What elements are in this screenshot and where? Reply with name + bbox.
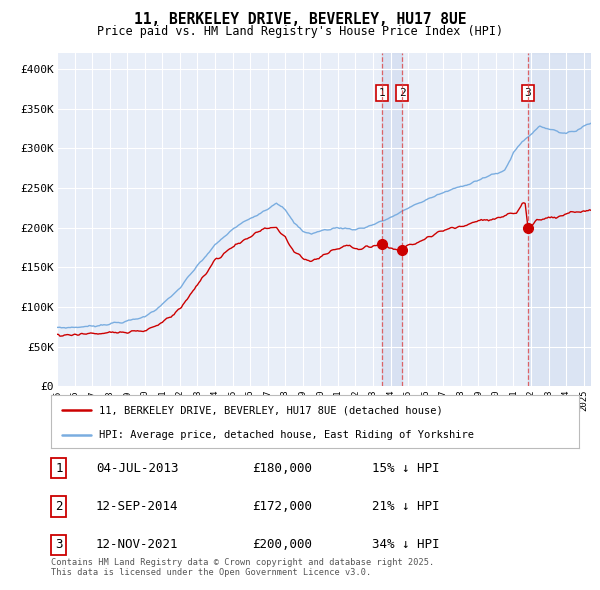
Text: 1: 1: [379, 88, 385, 98]
Text: 15% ↓ HPI: 15% ↓ HPI: [372, 461, 439, 475]
Text: 04-JUL-2013: 04-JUL-2013: [96, 461, 179, 475]
Text: 1: 1: [55, 461, 62, 475]
Bar: [382, 53, 402, 386]
Text: 34% ↓ HPI: 34% ↓ HPI: [372, 538, 439, 552]
Text: £200,000: £200,000: [252, 538, 312, 552]
Text: Contains HM Land Registry data © Crown copyright and database right 2025.
This d: Contains HM Land Registry data © Crown c…: [51, 558, 434, 577]
Bar: [528, 53, 591, 386]
Text: £172,000: £172,000: [252, 500, 312, 513]
Text: 3: 3: [525, 88, 532, 98]
Text: 12-NOV-2021: 12-NOV-2021: [96, 538, 179, 552]
Text: 12-SEP-2014: 12-SEP-2014: [96, 500, 179, 513]
Text: HPI: Average price, detached house, East Riding of Yorkshire: HPI: Average price, detached house, East…: [98, 430, 473, 440]
Text: 21% ↓ HPI: 21% ↓ HPI: [372, 500, 439, 513]
Text: Price paid vs. HM Land Registry's House Price Index (HPI): Price paid vs. HM Land Registry's House …: [97, 25, 503, 38]
Text: 11, BERKELEY DRIVE, BEVERLEY, HU17 8UE: 11, BERKELEY DRIVE, BEVERLEY, HU17 8UE: [134, 12, 466, 27]
Text: 3: 3: [55, 538, 62, 552]
Text: 2: 2: [55, 500, 62, 513]
Text: 11, BERKELEY DRIVE, BEVERLEY, HU17 8UE (detached house): 11, BERKELEY DRIVE, BEVERLEY, HU17 8UE (…: [98, 405, 442, 415]
Text: £180,000: £180,000: [252, 461, 312, 475]
Text: 2: 2: [399, 88, 406, 98]
